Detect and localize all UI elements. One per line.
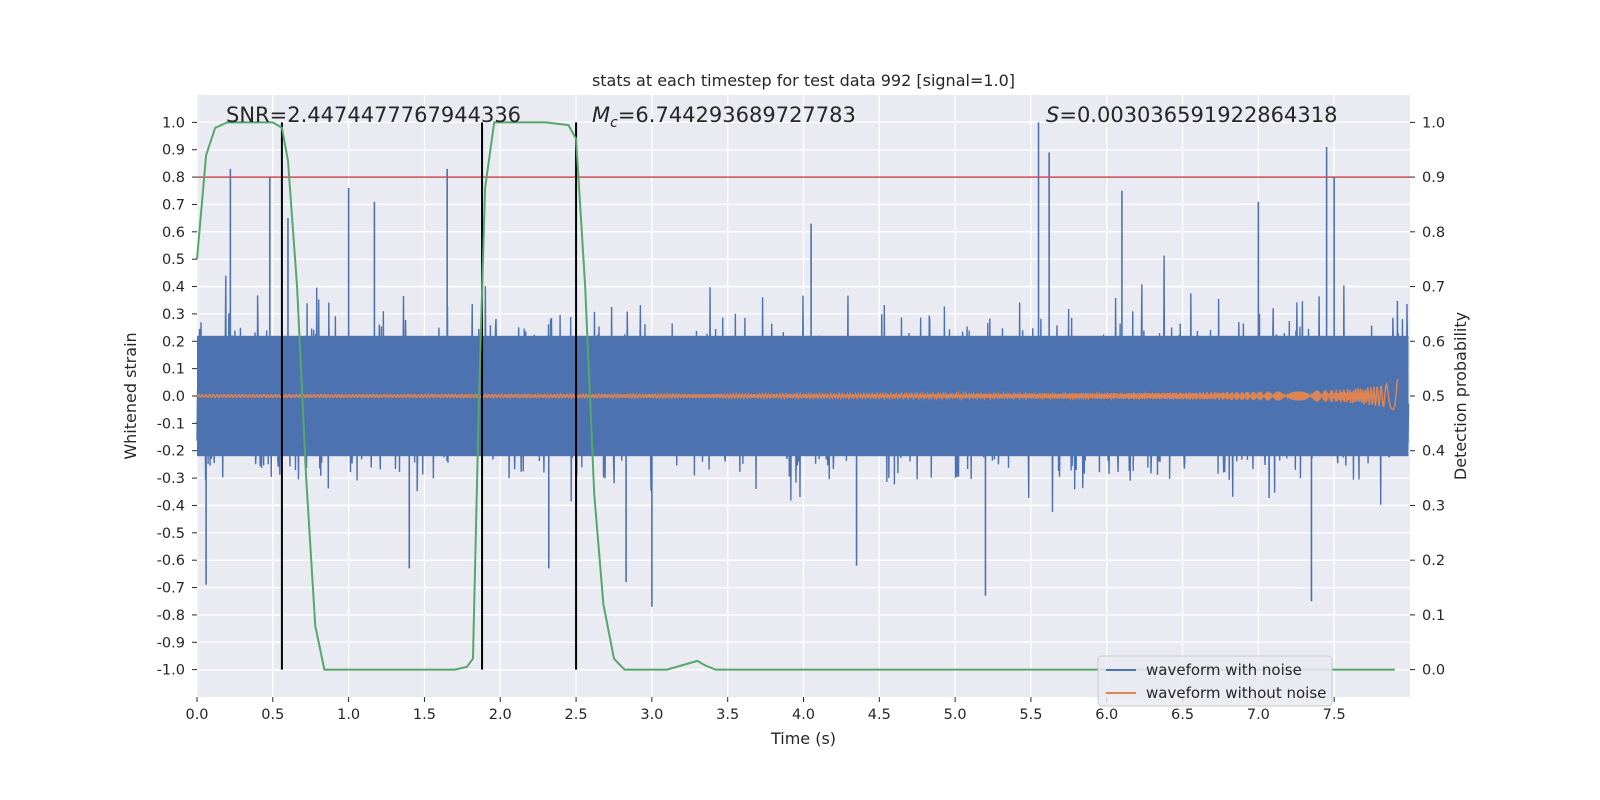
clean-trace <box>196 379 1399 411</box>
y-tick-label: -0.8 <box>157 608 185 624</box>
y2-tick-label: 0.7 <box>1422 280 1445 296</box>
x-tick-label: 6.0 <box>1095 707 1118 723</box>
x-tick-label: 7.0 <box>1247 707 1270 723</box>
y2-tick-label: 0.1 <box>1422 608 1445 624</box>
legend: waveform with noise waveform without noi… <box>1097 655 1333 707</box>
y-tick-label: -0.4 <box>157 498 185 514</box>
y2-tick-label: 0.2 <box>1422 553 1445 569</box>
x-tick-label: 0.5 <box>261 707 284 723</box>
y-tick-label: -0.2 <box>157 444 185 460</box>
y-tick-label: -0.9 <box>157 635 185 651</box>
x-tick-label: 3.0 <box>640 707 663 723</box>
x-tick-label: 7.5 <box>1323 707 1346 723</box>
legend-entry-noise: waveform with noise <box>1146 661 1302 679</box>
y-tick-label: 0.3 <box>162 307 185 323</box>
y-tick-label: -0.5 <box>157 526 185 542</box>
s-value: =0.003036591922864318 <box>1059 103 1337 127</box>
probability-trace <box>196 121 1395 671</box>
series-detection-probability <box>196 121 1395 671</box>
snr-annotation: SNR=2.4474477767944336 <box>226 103 521 127</box>
y2-tick-label: 0.0 <box>1422 663 1445 679</box>
mc-value: =6.744293689727783 <box>618 103 856 127</box>
y2-tick-label: 1.0 <box>1422 115 1445 131</box>
y-tick-label: 1.0 <box>162 115 185 131</box>
y-tick-label: -1.0 <box>157 663 185 679</box>
x-tick-label: 4.0 <box>792 707 815 723</box>
x-tick-label: 1.0 <box>337 707 360 723</box>
y2-axis-label: Detection probability <box>1451 312 1470 480</box>
y2-tick-label: 0.9 <box>1422 170 1445 186</box>
y-tick-label: 0.9 <box>162 143 185 159</box>
legend-box <box>1097 655 1333 707</box>
vertical-markers <box>280 122 578 670</box>
y-axis-label: Whitened strain <box>121 332 140 459</box>
y-tick-label: 0.2 <box>162 334 185 350</box>
y-tick-label: 0.0 <box>162 389 185 405</box>
y-tick-label: -0.7 <box>157 581 185 597</box>
x-axis: 0.0 0.5 1.0 1.5 2.0 2.5 3.0 3.5 4.0 4.5 5.0 5.5 6.0 6… <box>185 697 1346 723</box>
mc-symbol: M <box>592 103 610 127</box>
y2-tick-label: 0.3 <box>1422 498 1445 514</box>
y-tick-label: 0.1 <box>162 362 185 378</box>
y2-tick-label: 0.5 <box>1422 389 1445 405</box>
x-tick-label: 6.5 <box>1171 707 1194 723</box>
y-tick-label: -0.6 <box>157 553 185 569</box>
y-tick-label: 0.8 <box>162 170 185 186</box>
series-waveform-without-noise <box>196 379 1399 411</box>
s-annotation: S=0.003036591922864318 <box>1046 103 1337 127</box>
y-tick-label: -0.3 <box>157 471 185 487</box>
y-tick-label: -0.1 <box>157 416 185 432</box>
y2-tick-label: 0.4 <box>1422 444 1445 460</box>
y-tick-label: 0.6 <box>162 225 185 241</box>
x-tick-label: 2.0 <box>489 707 512 723</box>
y-tick-label: 0.4 <box>162 280 185 296</box>
x-tick-label: 5.5 <box>1019 707 1042 723</box>
s-symbol: S <box>1046 103 1059 127</box>
chart-title: stats at each timestep for test data 992… <box>592 71 1015 90</box>
y2-tick-label: 0.8 <box>1422 225 1445 241</box>
legend-entry-clean: waveform without noise <box>1146 684 1326 702</box>
x-tick-label: 4.5 <box>868 707 891 723</box>
y-tick-label: 0.7 <box>162 197 185 213</box>
x-tick-label: 3.5 <box>716 707 739 723</box>
chirp-mass-annotation: Mc=6.744293689727783 <box>592 103 856 131</box>
mc-subscript: c <box>610 115 618 131</box>
y2-tick-label: 0.6 <box>1422 334 1445 350</box>
x-tick-label: 0.0 <box>185 707 208 723</box>
y-axis-right: 1.0 0.9 0.8 0.7 0.6 0.5 0.4 0.3 0.2 0.1 0.0 <box>1410 115 1445 679</box>
x-tick-label: 2.5 <box>565 707 588 723</box>
x-tick-label: 1.5 <box>413 707 436 723</box>
y-axis-left: 1.0 0.9 0.8 0.7 0.6 0.5 0.4 0.3 0.2 0.1 0.0 -0.1 -0.… <box>157 115 197 679</box>
y-tick-label: 0.5 <box>162 252 185 268</box>
x-axis-label: Time (s) <box>770 729 836 748</box>
x-tick-label: 5.0 <box>944 707 967 723</box>
